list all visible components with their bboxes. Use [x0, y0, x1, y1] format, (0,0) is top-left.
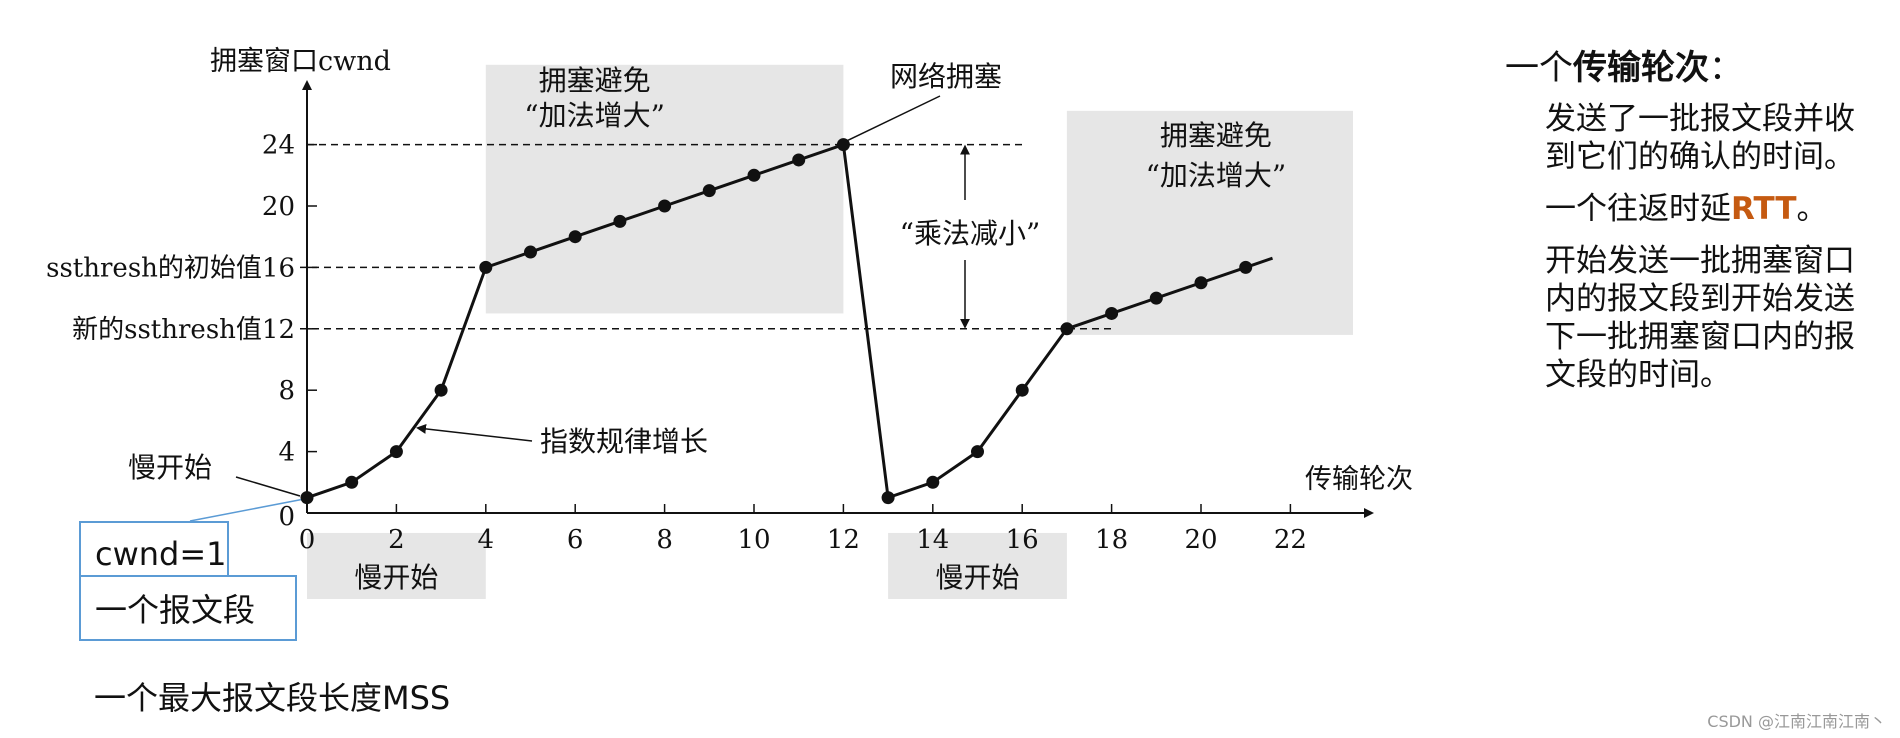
annotation-slow-start: 慢开始: [128, 451, 212, 484]
data-point-8: [658, 199, 672, 213]
x-tick-label-6: 6: [567, 525, 584, 555]
region-label-3: 慢开始: [935, 561, 1019, 594]
y-axis-label: 拥塞窗口cwnd: [210, 46, 391, 77]
x-tick-label-0: 0: [299, 525, 316, 555]
x-tick-label-14: 14: [916, 525, 949, 555]
shaded-region-1: [1066, 110, 1353, 335]
annotation-network-congestion: 网络拥塞: [890, 60, 1002, 93]
x-tick-label-4: 4: [478, 525, 495, 555]
data-point-13: [881, 491, 895, 505]
side-para-rtt-prefix: 一个往返时延: [1545, 191, 1731, 227]
side-para-interval: 开始发送一批拥塞窗口内的报文段到开始发送下一批拥塞窗口内的报文段的时间。: [1545, 243, 1855, 393]
annotation-multiplicative-decrease: “乘法减小”: [900, 217, 1041, 250]
side-panel: 一个传输轮次： 发送了一批报文段并收到它们的确认的时间。 一个往返时延RTT。 …: [1505, 44, 1890, 408]
data-point-10: [747, 168, 761, 182]
mss-note: 一个最大报文段长度MSS: [94, 679, 451, 717]
data-point-9: [702, 184, 716, 198]
data-point-19: [1149, 291, 1163, 305]
region-label-1: 拥塞避免: [1160, 119, 1272, 152]
data-point-5: [524, 245, 537, 259]
watermark: CSDN @江南江南江南丶: [1707, 712, 1886, 731]
side-heading-bold: 传输轮次: [1573, 48, 1709, 88]
data-point-16: [1015, 383, 1029, 397]
y-tick-label-8: 8: [278, 376, 295, 406]
side-heading-suffix: ：: [1709, 48, 1743, 88]
side-para-rtt-suffix: 。: [1796, 191, 1828, 227]
segment-box-text: 一个报文段: [95, 591, 256, 629]
chart-area: 0 4 8 新的ssthresh值12 ssthresh的初始值16 20 24 0 2 4 6 8 1…: [46, 46, 1413, 717]
x-tick-label-12: 12: [827, 525, 860, 555]
side-heading-prefix: 一个: [1505, 48, 1573, 88]
annotation-exponential-growth: 指数规律增长: [540, 425, 708, 458]
region-sublabel-0: “加法增大”: [524, 99, 665, 132]
shaded-region-2: [307, 532, 486, 599]
x-tick-label-8: 8: [656, 525, 673, 555]
data-point-17: [1060, 322, 1074, 336]
rtt-term: RTT: [1731, 191, 1797, 227]
network-congestion-pointer: [847, 95, 941, 142]
data-point-14: [926, 475, 940, 489]
data-point-11: [792, 153, 806, 167]
exponential-growth-pointer: [416, 423, 533, 442]
data-point-15: [971, 445, 984, 459]
cwnd-box-pointer: [189, 498, 302, 522]
cwnd-box-text: cwnd=1: [95, 535, 227, 573]
y-tick-label-0: 0: [278, 502, 295, 532]
shaded-region-3: [888, 532, 1067, 599]
data-point-6: [568, 230, 582, 244]
data-point-4: [479, 260, 493, 274]
side-para-rtt: 一个往返时延RTT。: [1545, 190, 1900, 228]
data-point-1: [345, 475, 359, 489]
y-tick-label-12: 新的ssthresh值12: [72, 315, 295, 345]
data-point-18: [1105, 306, 1119, 320]
region-sublabel-1: “加法增大”: [1146, 159, 1287, 192]
data-point-3: [434, 383, 448, 397]
x-tick-label-18: 18: [1095, 525, 1128, 555]
y-tick-label-16: ssthresh的初始值16: [46, 253, 295, 283]
data-point-20: [1194, 276, 1208, 290]
y-tick-label-20: 20: [262, 192, 295, 222]
x-tick-label-16: 16: [1006, 525, 1039, 555]
y-tick-label-4: 4: [278, 438, 295, 468]
slow-start-pointer: [235, 476, 301, 497]
shaded-region-0: [485, 64, 844, 314]
region-label-2: 慢开始: [354, 561, 438, 594]
x-tick-label-2: 2: [388, 525, 405, 555]
x-tick-label-22: 22: [1274, 525, 1307, 555]
side-para-definition: 发送了一批报文段并收到它们的确认的时间。: [1545, 101, 1855, 175]
x-axis-label: 传输轮次: [1305, 464, 1413, 495]
segment-box: 一个报文段: [79, 575, 297, 641]
x-tick-label-20: 20: [1184, 525, 1217, 555]
data-point-7: [613, 214, 627, 228]
side-heading: 一个传输轮次：: [1505, 44, 1890, 92]
region-label-0: 拥塞避免: [539, 64, 651, 97]
data-point-2: [389, 445, 403, 459]
data-point-12: [836, 138, 850, 152]
data-point-0: [300, 491, 314, 505]
y-tick-label-24: 24: [262, 131, 295, 161]
x-tick-label-10: 10: [737, 525, 770, 555]
data-point-21: [1239, 260, 1253, 274]
